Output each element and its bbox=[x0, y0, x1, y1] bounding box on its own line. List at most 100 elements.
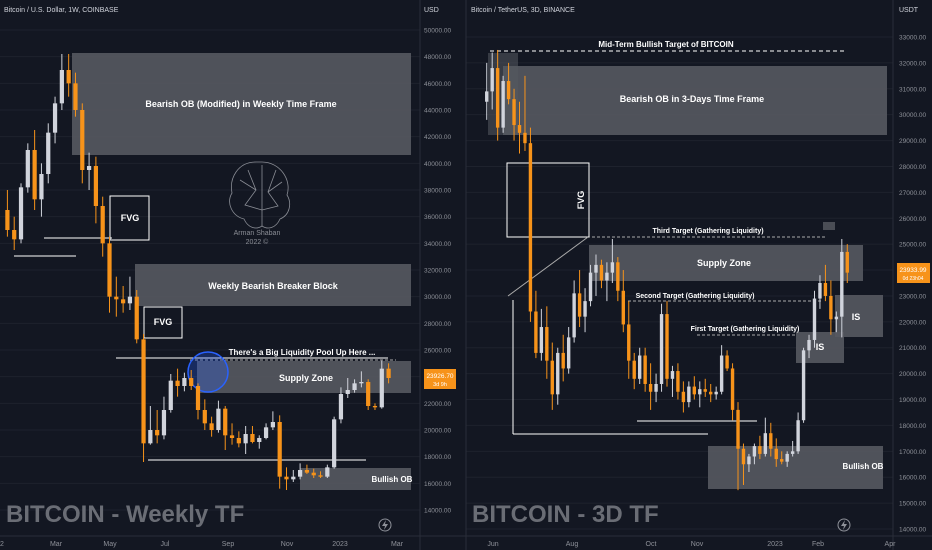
left-candle[interactable] bbox=[107, 236, 112, 313]
right-candle[interactable] bbox=[506, 62, 511, 105]
left-candle[interactable] bbox=[175, 368, 180, 397]
left-candle[interactable] bbox=[297, 463, 303, 480]
left-candle[interactable] bbox=[352, 379, 357, 393]
left-candle[interactable] bbox=[332, 416, 337, 469]
fvg-box-2[interactable] bbox=[143, 306, 183, 339]
right-candle[interactable] bbox=[495, 49, 500, 141]
right-candle[interactable] bbox=[774, 438, 778, 467]
left-candle[interactable] bbox=[182, 372, 187, 392]
right-candle[interactable] bbox=[730, 363, 735, 421]
right-candle[interactable] bbox=[719, 345, 724, 395]
bearish-ob-zone-left[interactable] bbox=[72, 53, 411, 155]
left-candle[interactable] bbox=[257, 435, 262, 449]
left-candle[interactable] bbox=[345, 378, 350, 398]
right-candle[interactable] bbox=[714, 386, 718, 400]
right-candle[interactable] bbox=[485, 62, 489, 120]
right-candle[interactable] bbox=[785, 451, 789, 467]
left-candle[interactable] bbox=[127, 276, 133, 310]
left-candle[interactable] bbox=[277, 415, 282, 489]
right-candle[interactable] bbox=[758, 435, 762, 460]
right-candle[interactable] bbox=[550, 342, 554, 410]
right-candle[interactable] bbox=[654, 373, 658, 403]
lightning-icon-right[interactable] bbox=[837, 518, 851, 532]
right-candle[interactable] bbox=[545, 306, 549, 379]
right-candle[interactable] bbox=[736, 402, 740, 491]
right-candle[interactable] bbox=[539, 308, 544, 361]
right-candle[interactable] bbox=[845, 244, 849, 283]
bearish-ob-zone-right[interactable] bbox=[503, 66, 887, 135]
right-candle[interactable] bbox=[556, 347, 560, 405]
left-candle[interactable] bbox=[80, 103, 85, 184]
left-candle[interactable] bbox=[304, 464, 310, 474]
left-candle[interactable] bbox=[114, 276, 119, 317]
right-candle[interactable] bbox=[659, 303, 664, 392]
right-candle[interactable] bbox=[648, 363, 653, 410]
right-candle[interactable] bbox=[823, 264, 828, 302]
right-candle[interactable] bbox=[752, 443, 757, 465]
left-candle[interactable] bbox=[195, 383, 201, 420]
left-candle[interactable] bbox=[338, 387, 344, 424]
left-candle[interactable] bbox=[93, 156, 99, 224]
left-candle[interactable] bbox=[148, 406, 153, 445]
left-candle[interactable] bbox=[66, 54, 71, 97]
right-candle[interactable] bbox=[692, 376, 697, 400]
left-candle[interactable] bbox=[73, 72, 78, 117]
left-candle[interactable] bbox=[202, 399, 207, 430]
right-candle[interactable] bbox=[616, 257, 620, 302]
left-candle[interactable] bbox=[223, 406, 228, 450]
left-candle[interactable] bbox=[155, 410, 160, 444]
right-candle[interactable] bbox=[665, 301, 669, 387]
left-candle[interactable] bbox=[372, 403, 378, 410]
right-candle[interactable] bbox=[725, 350, 729, 372]
left-candle[interactable] bbox=[189, 370, 194, 390]
liquidity-circle[interactable] bbox=[187, 351, 229, 393]
left-candle[interactable] bbox=[325, 464, 330, 478]
right-candle[interactable] bbox=[588, 264, 593, 307]
supply-zone-right[interactable] bbox=[589, 245, 863, 281]
left-candle[interactable] bbox=[59, 54, 64, 110]
right-candle[interactable] bbox=[621, 270, 625, 333]
right-candle[interactable] bbox=[763, 417, 768, 457]
right-candle[interactable] bbox=[834, 311, 839, 333]
left-candle[interactable] bbox=[379, 360, 384, 409]
left-candle[interactable] bbox=[366, 379, 371, 410]
left-candle[interactable] bbox=[161, 396, 167, 440]
right-candle[interactable] bbox=[698, 381, 702, 408]
left-candle[interactable] bbox=[32, 130, 37, 210]
right-candle[interactable] bbox=[632, 352, 636, 390]
right-candle[interactable] bbox=[687, 381, 691, 408]
right-candle[interactable] bbox=[528, 127, 533, 322]
right-candle[interactable] bbox=[790, 440, 795, 457]
right-candle[interactable] bbox=[709, 383, 713, 403]
right-price-axis[interactable]: 33000.00 32000.00 31000.00 30000.00 29000.00… bbox=[899, 35, 926, 534]
right-candle[interactable] bbox=[796, 412, 800, 454]
right-candle[interactable] bbox=[534, 290, 538, 359]
right-candle[interactable] bbox=[670, 365, 675, 397]
right-candle[interactable] bbox=[818, 275, 822, 309]
right-candle[interactable] bbox=[610, 238, 615, 283]
left-candle[interactable] bbox=[121, 286, 126, 313]
right-candle[interactable] bbox=[829, 280, 833, 335]
left-candle[interactable] bbox=[39, 163, 44, 217]
right-candle[interactable] bbox=[594, 254, 598, 296]
right-candle[interactable] bbox=[769, 422, 773, 457]
left-candle[interactable] bbox=[25, 143, 30, 193]
right-candle[interactable] bbox=[676, 363, 680, 400]
left-candle[interactable] bbox=[243, 426, 248, 454]
left-candle[interactable] bbox=[86, 152, 92, 190]
left-candle[interactable] bbox=[386, 363, 391, 384]
right-candle[interactable] bbox=[501, 75, 505, 133]
left-time-axis[interactable]: 2 Mar May Jul Sep Nov 2023 Mar bbox=[0, 541, 404, 548]
right-candle[interactable] bbox=[605, 262, 609, 302]
left-candle[interactable] bbox=[318, 471, 323, 478]
left-candle[interactable] bbox=[359, 371, 364, 388]
left-candle[interactable] bbox=[229, 423, 235, 445]
left-candle[interactable] bbox=[141, 334, 146, 462]
left-candle[interactable] bbox=[291, 470, 296, 482]
left-candle[interactable] bbox=[311, 468, 316, 478]
supply-zone-left[interactable] bbox=[197, 361, 411, 393]
right-candle[interactable] bbox=[703, 378, 707, 397]
right-candle[interactable] bbox=[572, 280, 576, 343]
breaker-block-zone[interactable] bbox=[135, 264, 411, 306]
left-candle[interactable] bbox=[168, 374, 173, 413]
